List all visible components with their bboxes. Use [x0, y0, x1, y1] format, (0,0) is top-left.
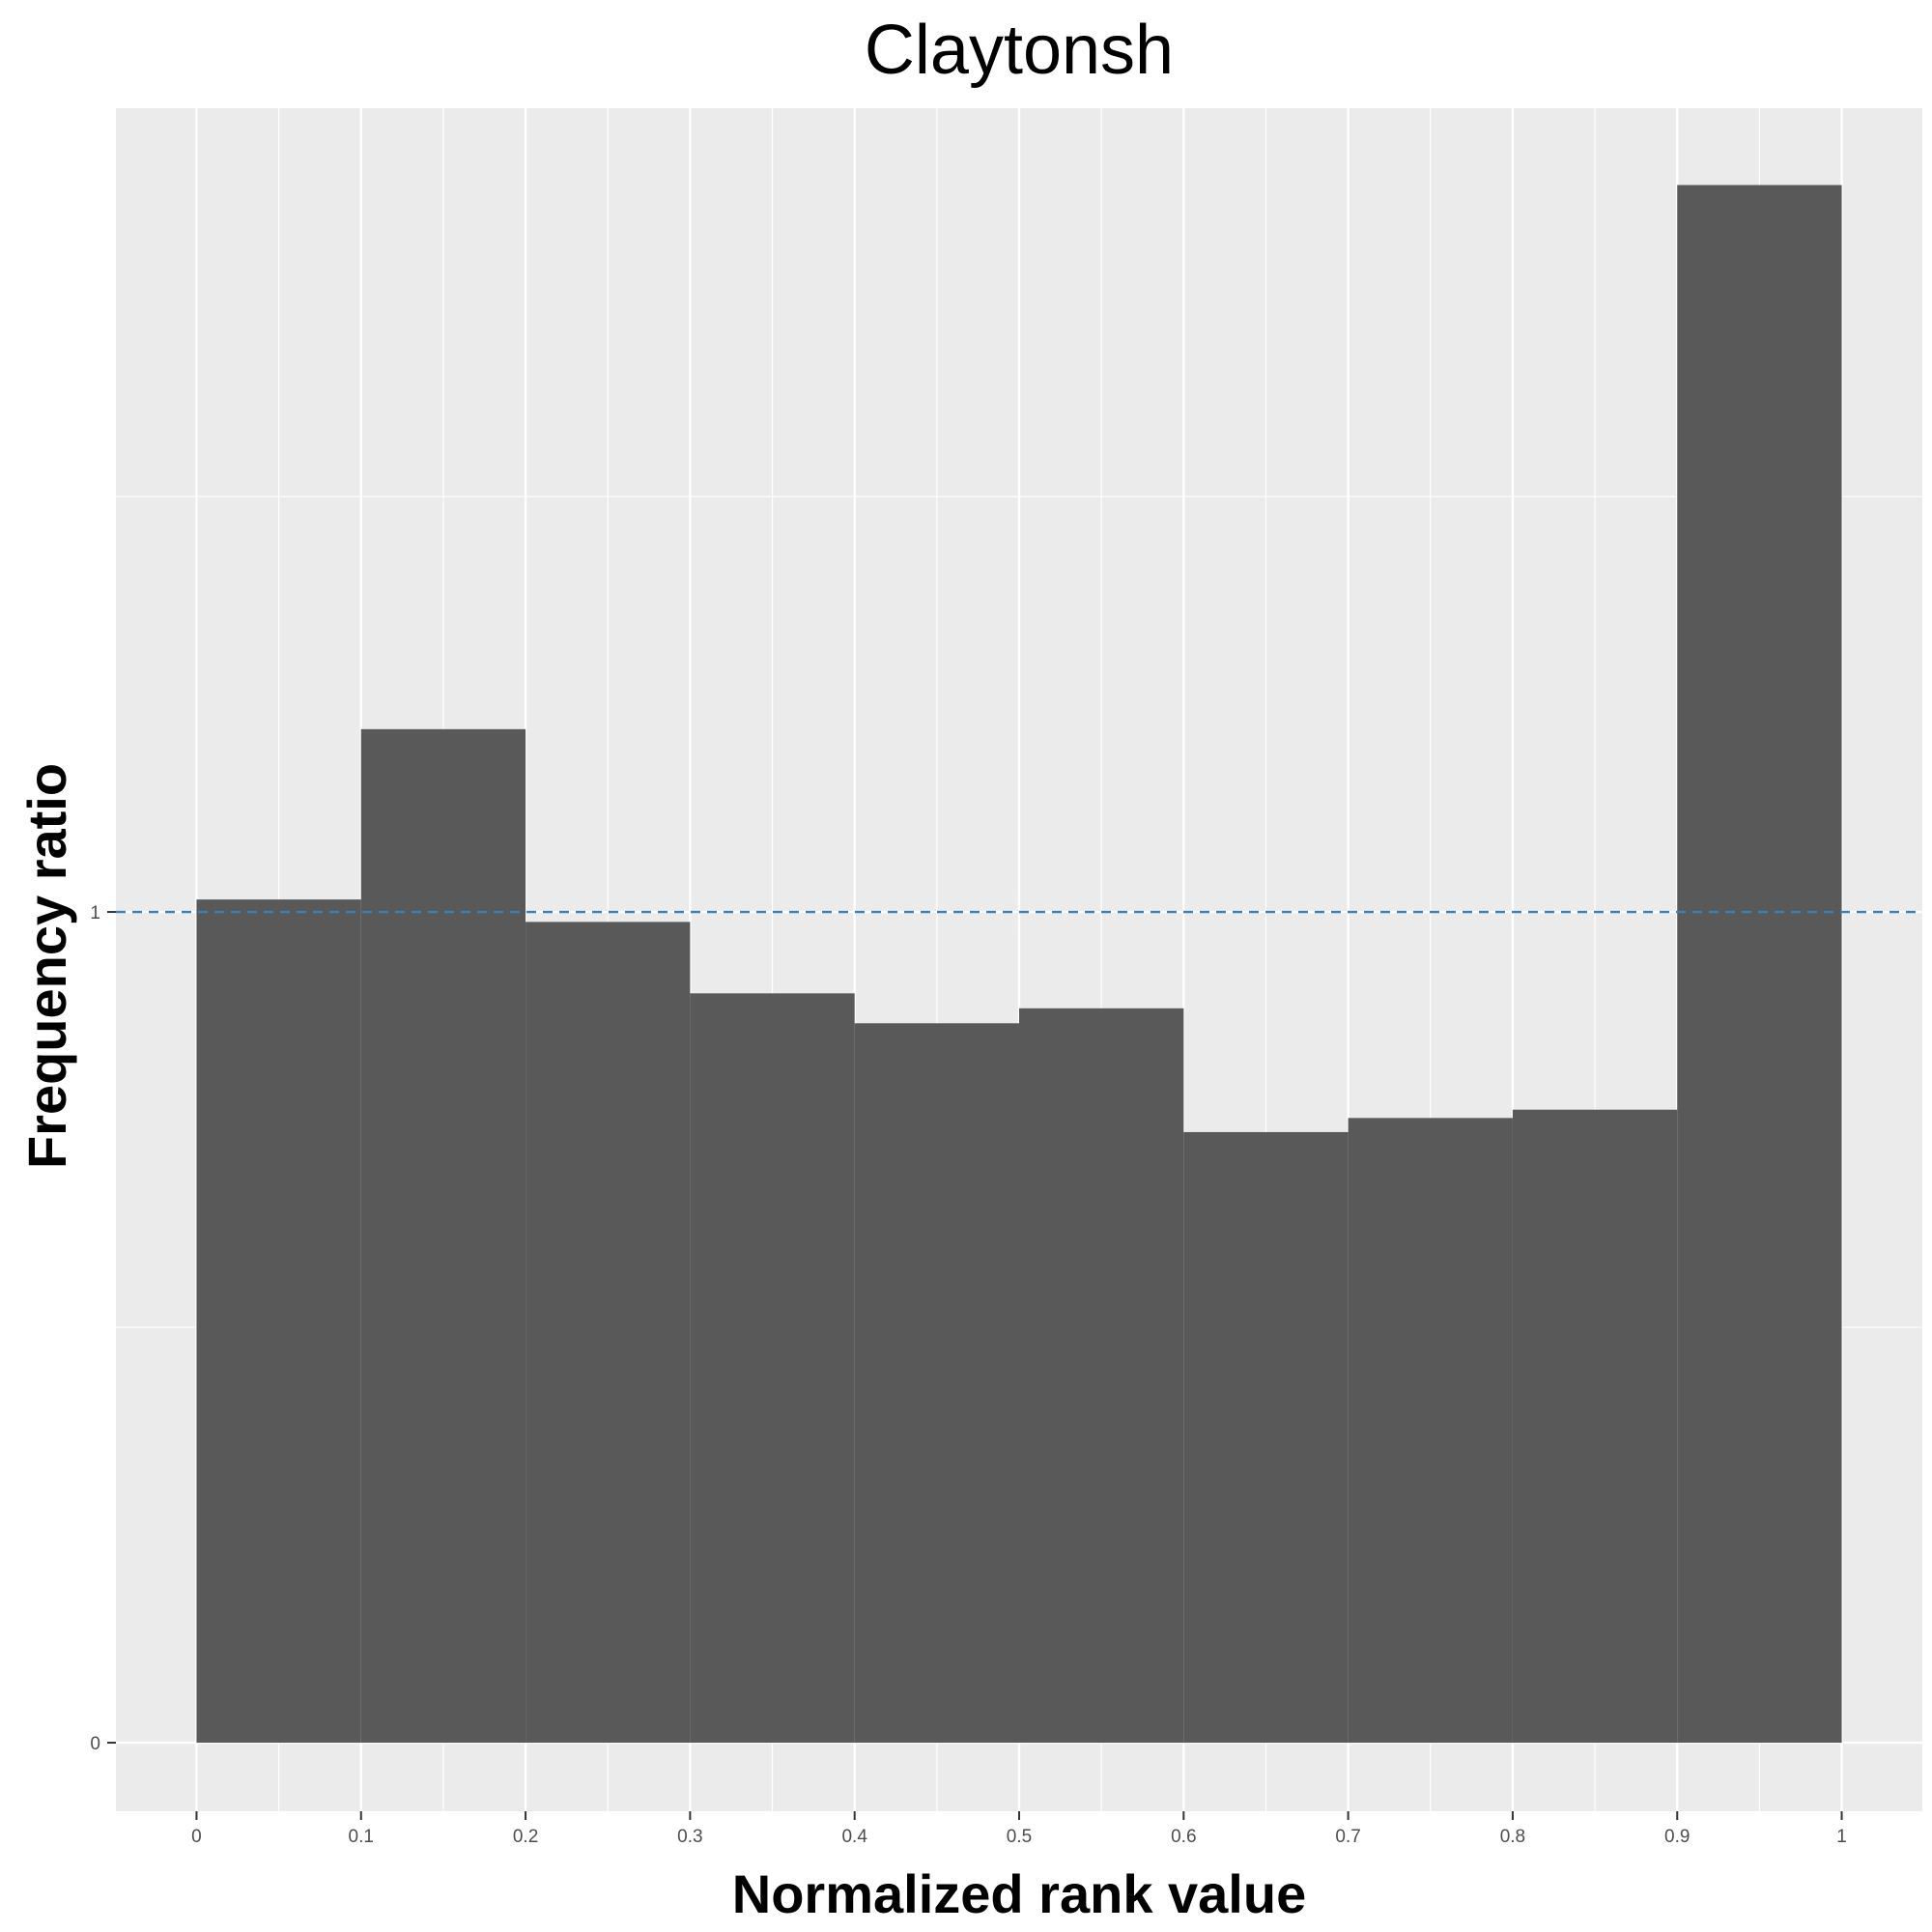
x-tick-label: 0.1 [349, 1827, 374, 1847]
histogram-bar-8 [1348, 1118, 1513, 1744]
histogram-bar-4 [690, 993, 855, 1744]
histogram-bar-5 [854, 1023, 1019, 1744]
y-tick-label: 0 [90, 1734, 100, 1754]
x-tick-label: 0.2 [513, 1827, 538, 1847]
histogram-bar-7 [1183, 1131, 1349, 1744]
x-axis-title: Normalized rank value [732, 1863, 1306, 1924]
histogram-bar-2 [360, 728, 526, 1744]
chart-title: Claytonsh [865, 12, 1174, 89]
y-tick-label: 1 [90, 903, 100, 923]
x-tick-label: 1 [1836, 1827, 1847, 1847]
x-tick-label: 0.8 [1500, 1827, 1525, 1847]
histogram-bar-3 [526, 922, 691, 1744]
histogram-bar-10 [1677, 185, 1842, 1744]
x-tick-label: 0.6 [1171, 1827, 1196, 1847]
x-tick-label: 0.7 [1335, 1827, 1360, 1847]
y-axis: 01 [90, 903, 116, 1754]
x-tick-label: 0.5 [1007, 1827, 1032, 1847]
x-tick-label: 0.3 [677, 1827, 702, 1847]
histogram-bar-1 [196, 899, 361, 1744]
histogram-bar-6 [1019, 1008, 1184, 1744]
x-tick-label: 0.4 [841, 1827, 867, 1847]
y-axis-title: Frequency ratio [16, 763, 77, 1169]
x-tick-label: 0 [191, 1827, 202, 1847]
histogram-bar-9 [1512, 1109, 1678, 1744]
plot-panel [116, 108, 1922, 1811]
x-tick-label: 0.9 [1664, 1827, 1690, 1847]
x-axis: 0 0.1 0.2 0.3 0.4 0.5 0.6 0.7 0.8 0.9 1 [191, 1811, 1847, 1847]
